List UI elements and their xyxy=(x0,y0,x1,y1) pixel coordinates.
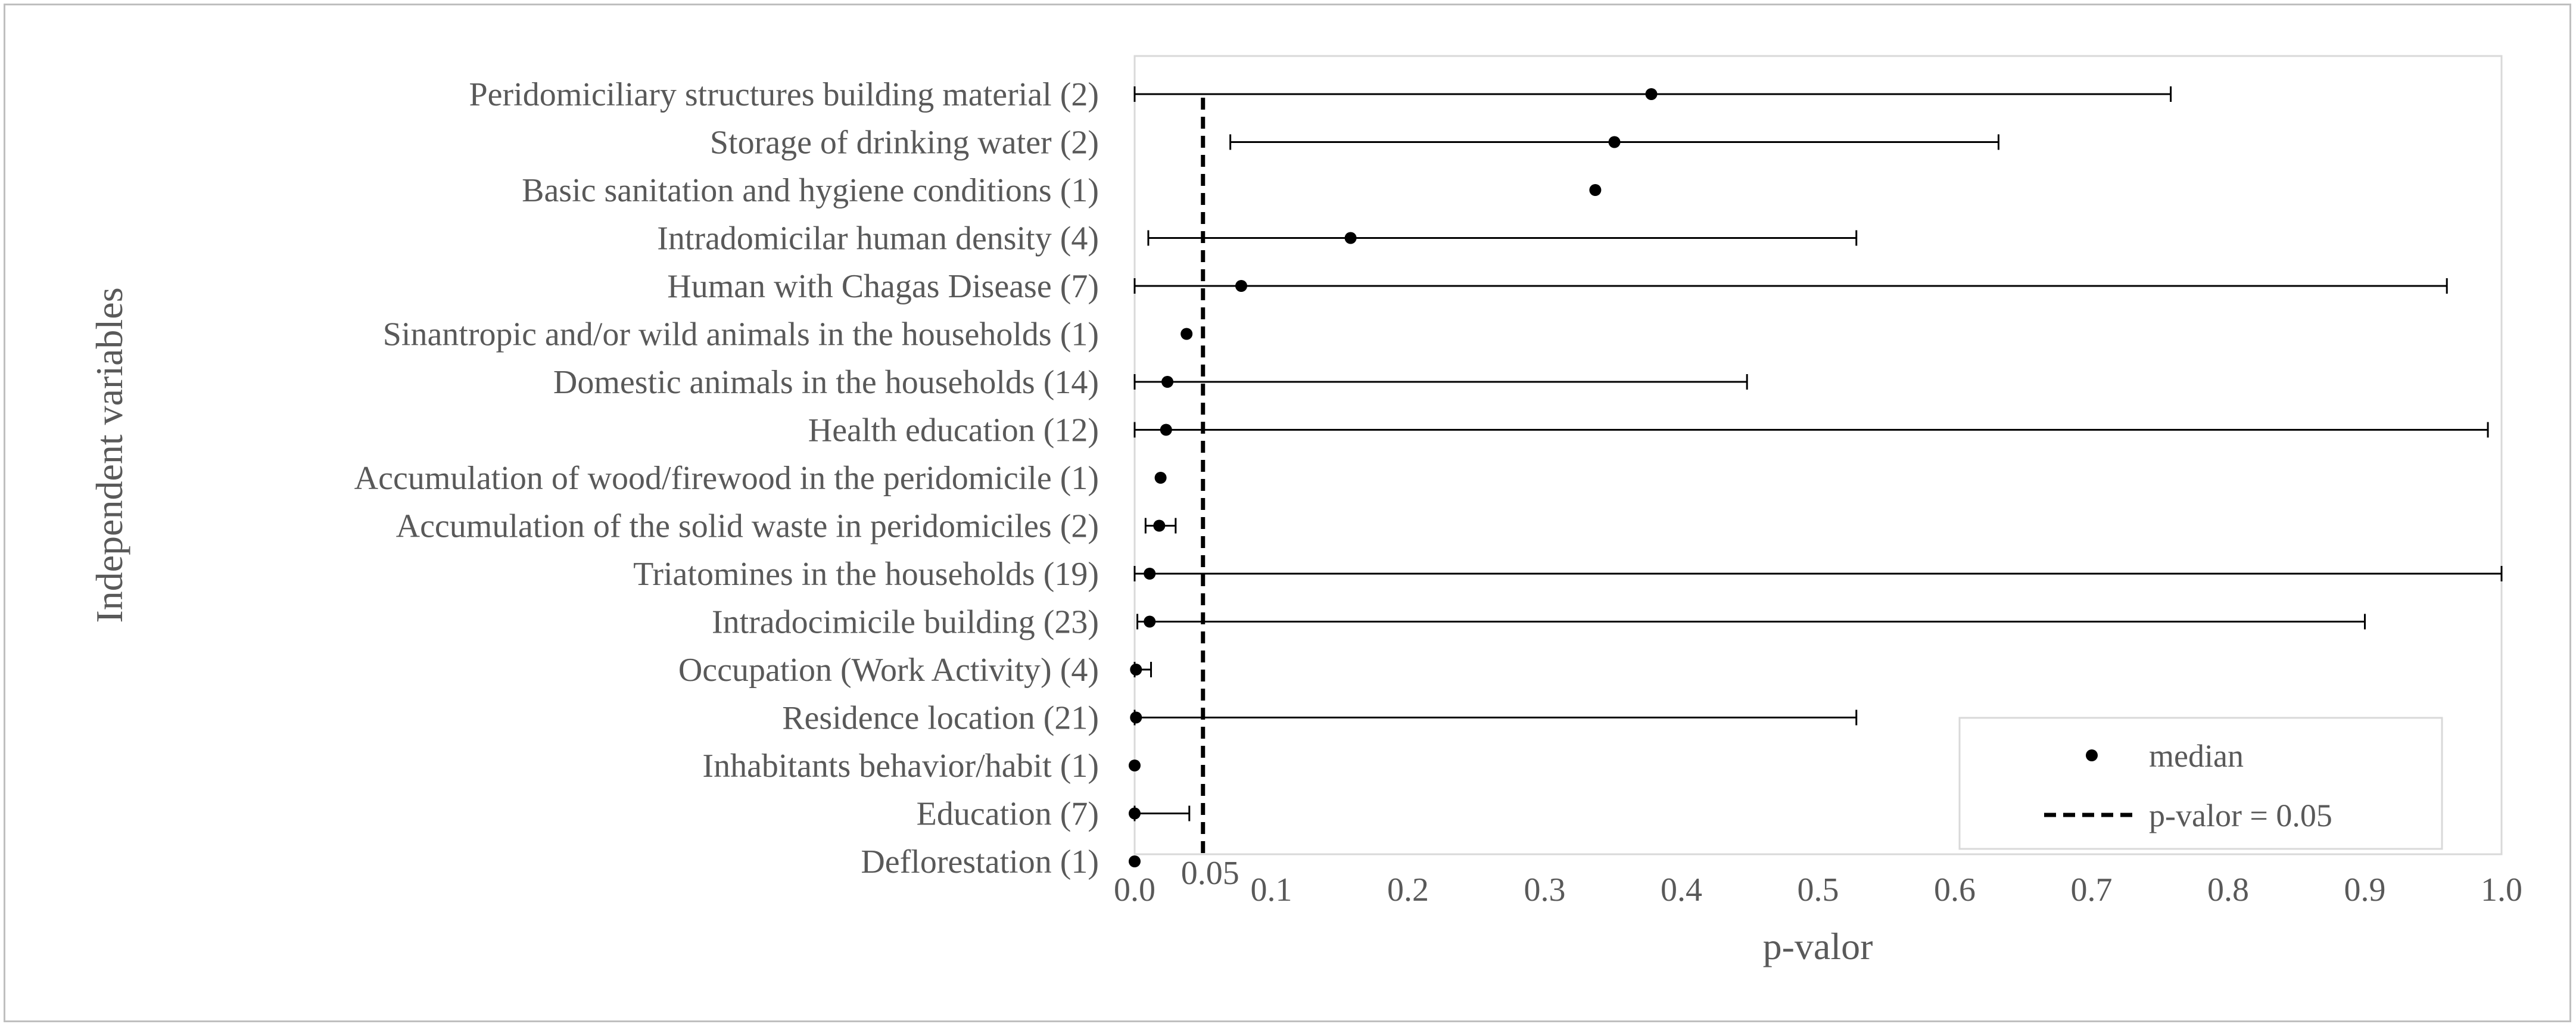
legend-label-reference: p-valor = 0.05 xyxy=(2149,798,2332,833)
legend-marker-median xyxy=(2086,749,2098,761)
median-point xyxy=(1144,568,1156,580)
median-point xyxy=(1153,519,1166,532)
x-tick-label: 0.9 xyxy=(2344,872,2386,908)
median-point xyxy=(1344,232,1357,244)
category-label: Sinantropic and/or wild animals in the h… xyxy=(383,316,1099,353)
x-tick-labels: 0.0 0.1 0.2 0.3 0.4 0.5 0.6 0.7 0.8 0.9 1.0 xyxy=(1114,872,2522,908)
x-tick-label: 0.8 xyxy=(2207,872,2249,908)
category-label: Domestic animals in the households (14) xyxy=(553,364,1099,401)
median-point xyxy=(1645,88,1658,100)
median-point xyxy=(1129,855,1141,867)
category-label: Basic sanitation and hygiene conditions … xyxy=(522,172,1099,209)
median-point xyxy=(1130,664,1142,676)
legend-label-median: median xyxy=(2149,738,2244,774)
legend: median p-valor = 0.05 xyxy=(1958,717,2443,850)
median-point xyxy=(1129,807,1141,820)
median-point xyxy=(1589,184,1602,196)
category-label: Residence location (21) xyxy=(782,700,1099,737)
median-point xyxy=(1235,280,1248,292)
median-points xyxy=(1129,88,1658,867)
x-axis-title: p-valor xyxy=(1763,925,1873,967)
legend-box xyxy=(1958,717,2443,850)
reference-line-label: 0.05 xyxy=(1181,855,1239,892)
y-axis-title: Independent variables xyxy=(88,287,130,623)
category-label: Human with Chagas Disease (7) xyxy=(667,268,1099,305)
median-point xyxy=(1180,328,1193,340)
median-point xyxy=(1608,136,1621,148)
category-label: Inhabitants behavior/habit (1) xyxy=(702,748,1099,785)
category-label: Occupation (Work Activity) (4) xyxy=(678,652,1099,689)
category-label: Intradocimicile building (23) xyxy=(712,604,1099,641)
x-tick-label: 0.3 xyxy=(1524,872,1566,908)
median-point xyxy=(1161,376,1174,388)
category-label: Peridomiciliary structures building mate… xyxy=(469,76,1099,113)
category-label: Accumulation of wood/firewood in the per… xyxy=(354,460,1099,497)
x-tick-label: 0.4 xyxy=(1661,872,1702,908)
category-label: Triatomines in the households (19) xyxy=(633,556,1099,593)
x-tick-label: 0.1 xyxy=(1251,872,1292,908)
category-label: Education (7) xyxy=(917,796,1099,833)
error-bars xyxy=(1130,86,2503,863)
median-point xyxy=(1144,615,1156,628)
category-label: Intradomicilar human density (4) xyxy=(657,220,1099,257)
category-labels: Peridomiciliary structures building mate… xyxy=(354,76,1099,880)
x-tick-label: 0.0 xyxy=(1114,872,1155,908)
x-tick-label: 0.7 xyxy=(2071,872,2113,908)
category-label: Health education (12) xyxy=(808,412,1099,449)
x-tick-label: 0.6 xyxy=(1934,872,1976,908)
category-label: Storage of drinking water (2) xyxy=(710,125,1099,161)
median-point xyxy=(1129,760,1141,771)
median-point xyxy=(1160,424,1172,436)
category-label: Accumulation of the solid waste in perid… xyxy=(396,508,1099,545)
category-label: Deflorestation (1) xyxy=(861,844,1099,880)
median-point xyxy=(1130,711,1142,724)
x-tick-label: 1.0 xyxy=(2481,872,2522,908)
x-tick-label: 0.5 xyxy=(1798,872,1839,908)
median-point xyxy=(1154,472,1167,484)
x-tick-label: 0.2 xyxy=(1387,872,1429,908)
